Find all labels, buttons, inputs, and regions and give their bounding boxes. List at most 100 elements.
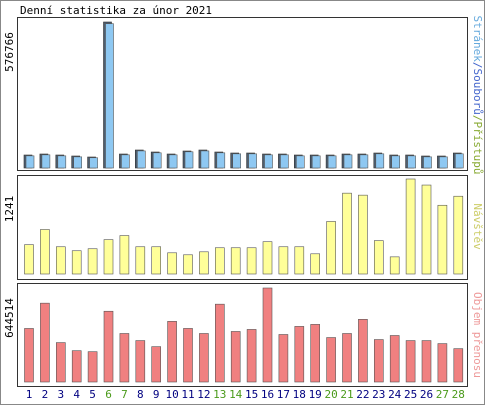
bar <box>87 351 98 383</box>
bar <box>375 153 385 169</box>
bar <box>89 157 98 169</box>
legend-entry: /Přístupů <box>471 115 484 175</box>
x-tick-label: 2 <box>42 388 49 401</box>
bar <box>453 348 464 383</box>
x-tick-label: 8 <box>137 388 144 401</box>
y-tick-label: 1241 <box>3 196 16 223</box>
bar <box>55 342 66 383</box>
bar <box>327 155 337 169</box>
y-tick-label: 576766 <box>3 32 16 72</box>
bar <box>439 156 448 169</box>
bar <box>264 154 273 169</box>
bar <box>437 343 448 383</box>
legend-entry: Objem přenosu <box>471 292 484 378</box>
x-tick-label: 13 <box>213 388 226 401</box>
y-tick: 644514 <box>3 298 16 338</box>
panel-frame <box>17 17 468 171</box>
bar <box>421 184 432 275</box>
bar <box>199 251 209 275</box>
bar <box>295 155 305 169</box>
bar <box>24 244 34 275</box>
x-tick-label: 12 <box>197 388 210 401</box>
bar <box>437 204 448 275</box>
x-tick-label: 3 <box>57 388 64 401</box>
bar <box>24 328 34 383</box>
bar <box>294 246 305 275</box>
bar <box>246 329 257 383</box>
legend-entry: Stránek <box>471 16 484 63</box>
bar <box>103 239 114 275</box>
bar <box>135 340 146 383</box>
x-tick-label: 25 <box>404 388 417 401</box>
panel-frame <box>17 175 468 280</box>
bar <box>391 155 401 169</box>
bar <box>278 334 289 383</box>
bar <box>405 178 416 275</box>
x-tick-label: 27 <box>436 388 449 401</box>
bar <box>119 235 130 275</box>
legend-entry: /Souborů <box>471 62 484 115</box>
x-tick-label: 22 <box>356 388 369 401</box>
bar <box>215 247 225 275</box>
bar <box>57 155 67 169</box>
bar <box>373 240 384 275</box>
bar <box>87 248 98 275</box>
x-tick-label: 23 <box>372 388 385 401</box>
bar <box>230 247 241 275</box>
x-tick-label: 24 <box>388 388 402 401</box>
x-tick-label: 6 <box>105 388 112 401</box>
bar <box>73 156 82 169</box>
bar <box>215 303 225 383</box>
x-tick-label: 5 <box>89 388 96 401</box>
bar <box>199 333 209 383</box>
bar <box>280 154 289 169</box>
bar <box>167 321 177 383</box>
bar <box>358 319 368 383</box>
bar <box>216 152 226 169</box>
bar <box>358 194 368 275</box>
bar <box>454 153 464 169</box>
bar <box>41 154 51 169</box>
bar <box>389 256 400 275</box>
bar <box>294 326 305 383</box>
bar <box>168 154 178 169</box>
legend: Objem přenosu <box>471 292 484 378</box>
bar <box>137 150 146 169</box>
bar <box>40 302 50 383</box>
x-tick-label: 9 <box>153 388 160 401</box>
x-tick-label: 20 <box>324 388 337 401</box>
bar <box>230 331 241 383</box>
y-tick: 1241 <box>3 196 16 223</box>
x-tick-label: 18 <box>293 388 306 401</box>
bar <box>359 154 369 169</box>
x-tick-label: 28 <box>452 388 465 401</box>
bar <box>25 155 35 169</box>
x-tick-label: 7 <box>121 388 128 401</box>
y-tick-label: 644514 <box>3 298 16 338</box>
bar <box>121 154 130 169</box>
bar <box>407 155 416 169</box>
bar <box>119 333 130 383</box>
bar <box>200 150 210 169</box>
x-tick-label: 14 <box>229 388 243 401</box>
chart-title: Denní statistika za únor 2021 <box>20 4 212 17</box>
legend-entry: Návštěv <box>471 203 484 250</box>
x-tick-label: 21 <box>340 388 353 401</box>
bar <box>55 246 66 275</box>
bar <box>71 350 82 383</box>
bar <box>167 252 177 275</box>
bar <box>40 229 50 275</box>
x-tick-label: 15 <box>245 388 258 401</box>
bar <box>151 246 161 275</box>
y-tick: 576766 <box>3 32 16 72</box>
bar <box>342 192 352 275</box>
bar <box>278 246 289 275</box>
x-tick-label: 19 <box>309 388 322 401</box>
bar <box>326 221 336 275</box>
bar <box>103 310 114 383</box>
bar <box>342 333 352 383</box>
bar <box>310 253 321 275</box>
bar <box>311 155 321 169</box>
panel-frame <box>17 283 468 387</box>
